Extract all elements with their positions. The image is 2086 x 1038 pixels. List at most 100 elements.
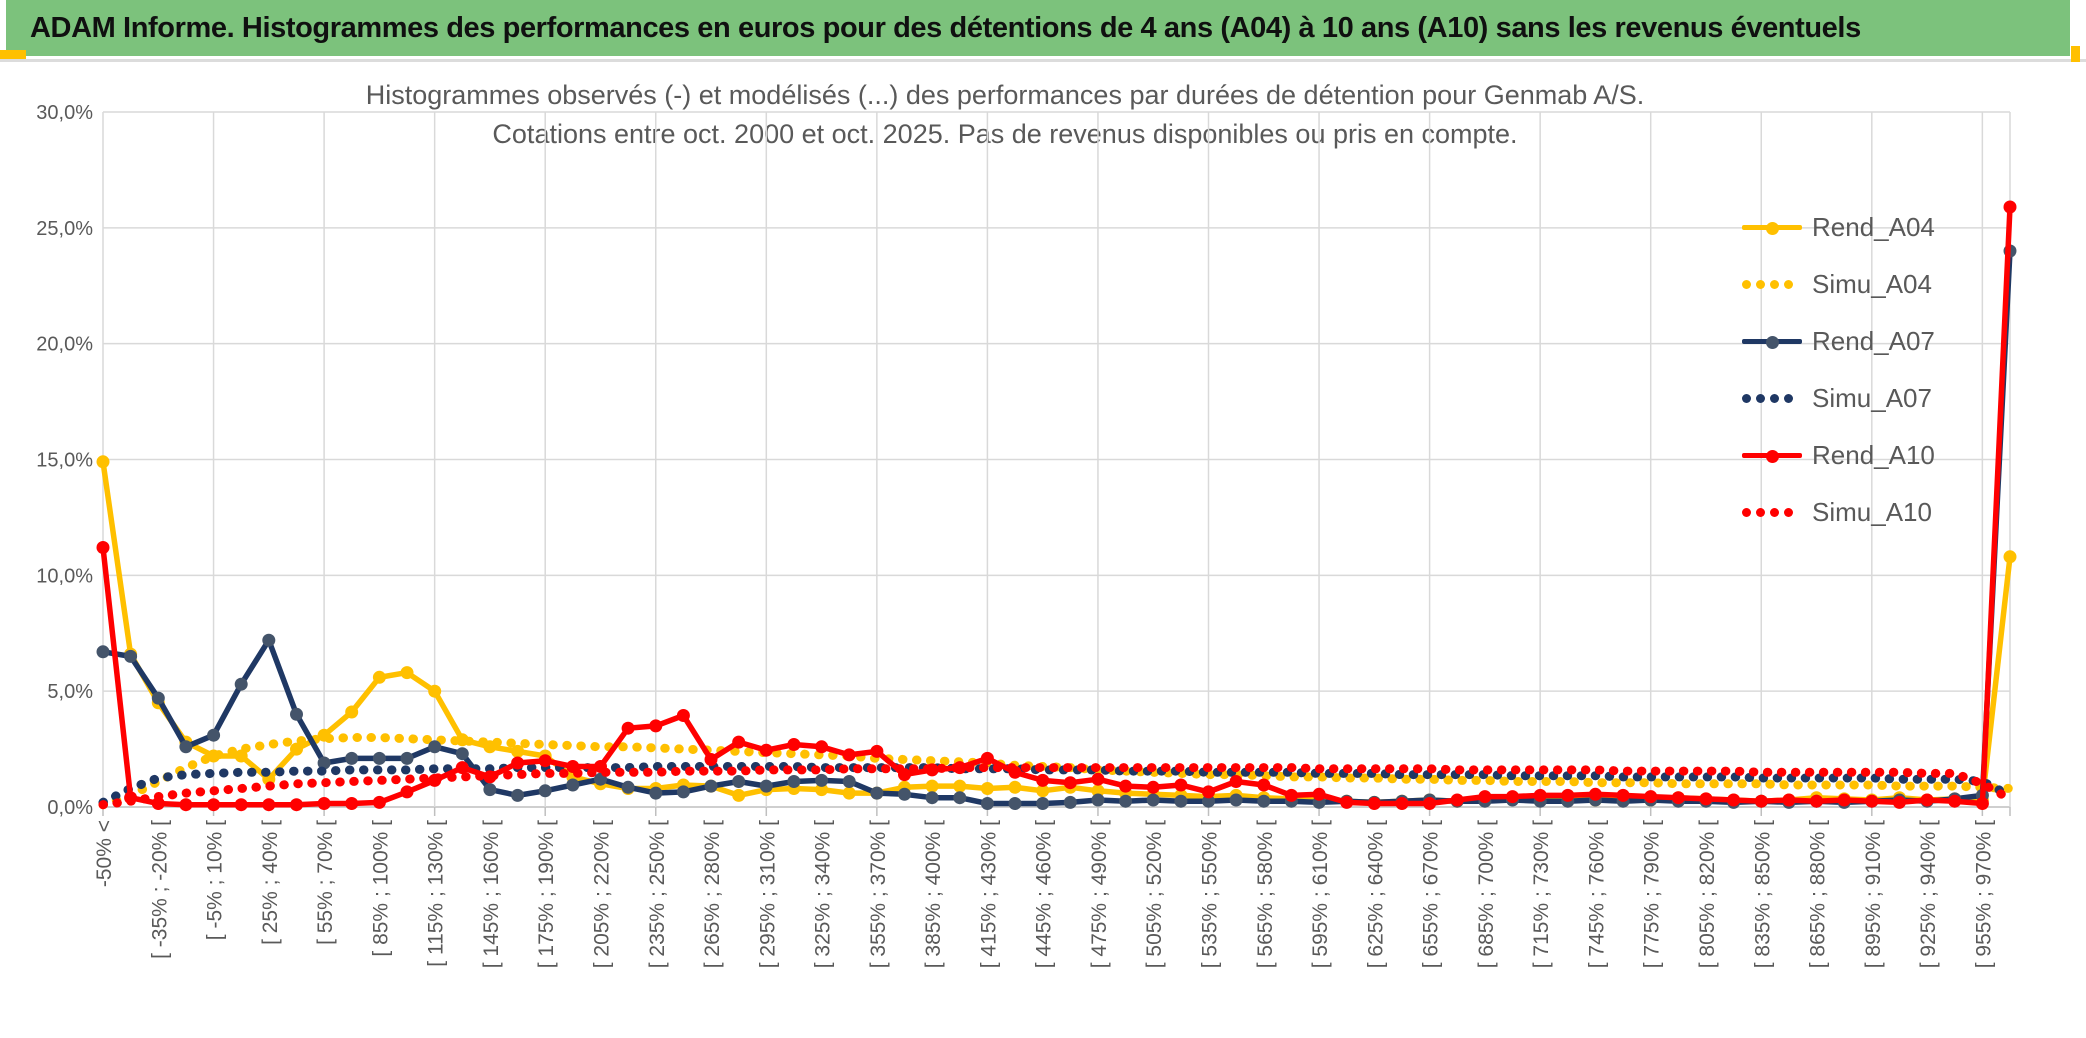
series-marker-Rend_A07[interactable] [676, 785, 690, 799]
series-marker-Rend_A07[interactable] [1008, 797, 1022, 810]
series-marker-Rend_A04[interactable] [953, 779, 967, 793]
series-marker-Rend_A10[interactable] [980, 751, 994, 765]
series-marker-Rend_A07[interactable] [732, 775, 746, 788]
series-marker-Rend_A10[interactable] [1174, 778, 1188, 792]
series-marker-Rend_A04[interactable] [234, 749, 248, 763]
series-marker-Rend_A10[interactable] [1340, 795, 1354, 809]
series-marker-Rend_A04[interactable] [1091, 784, 1105, 798]
series-marker-Rend_A10[interactable] [538, 754, 552, 768]
series-marker-Rend_A10[interactable] [1478, 790, 1492, 804]
series-marker-Rend_A10[interactable] [317, 797, 331, 810]
series-marker-Rend_A07[interactable] [1091, 793, 1105, 807]
series-marker-Rend_A10[interactable] [1450, 793, 1464, 807]
series-marker-Rend_A10[interactable] [621, 721, 635, 735]
series-marker-Rend_A07[interactable] [1036, 797, 1050, 810]
series-marker-Rend_A10[interactable] [1810, 794, 1823, 808]
series-line-Simu_A07[interactable] [98, 762, 2015, 807]
series-marker-Rend_A07[interactable] [1063, 795, 1077, 809]
series-marker-Rend_A04[interactable] [1036, 784, 1050, 798]
series-line-Rend_A04[interactable] [100, 459, 2013, 806]
series-Rend_A10[interactable] [96, 200, 2017, 812]
series-marker-Rend_A10[interactable] [1119, 779, 1133, 793]
series-marker-Rend_A10[interactable] [787, 738, 801, 751]
series-marker-Rend_A07[interactable] [345, 751, 359, 765]
series-marker-Rend_A10[interactable] [179, 798, 193, 812]
series-marker-Rend_A10[interactable] [870, 744, 884, 758]
series-marker-Rend_A07[interactable] [179, 740, 193, 754]
series-marker-Rend_A10[interactable] [1423, 797, 1437, 810]
series-marker-Rend_A07[interactable] [124, 649, 138, 663]
series-marker-Rend_A07[interactable] [787, 775, 801, 788]
legend-item-Simu_A07[interactable]: Simu_A07 [1742, 381, 1935, 416]
series-marker-Rend_A04[interactable] [842, 786, 856, 800]
series-marker-Rend_A04[interactable] [925, 779, 939, 793]
series-marker-Rend_A07[interactable] [234, 677, 248, 691]
legend-item-Simu_A04[interactable]: Simu_A04 [1742, 267, 1935, 302]
series-line-Rend_A07[interactable] [100, 248, 2013, 807]
series-marker-Rend_A07[interactable] [483, 783, 497, 797]
series-marker-Rend_A07[interactable] [538, 784, 552, 798]
series-marker-Rend_A10[interactable] [1257, 778, 1271, 792]
series-marker-Rend_A07[interactable] [1146, 793, 1160, 807]
series-marker-Rend_A07[interactable] [290, 707, 303, 721]
series-marker-Rend_A07[interactable] [317, 756, 331, 770]
series-marker-Rend_A10[interactable] [400, 785, 414, 799]
series-marker-Rend_A07[interactable] [372, 751, 386, 765]
series-marker-Rend_A07[interactable] [649, 786, 663, 800]
series-marker-Rend_A10[interactable] [1146, 780, 1160, 794]
series-marker-Rend_A10[interactable] [290, 798, 303, 812]
series-marker-Rend_A07[interactable] [511, 788, 525, 802]
series-marker-Rend_A10[interactable] [1506, 790, 1519, 804]
series-marker-Rend_A07[interactable] [870, 786, 884, 800]
series-marker-Rend_A07[interactable] [96, 645, 110, 659]
series-marker-Rend_A10[interactable] [151, 797, 165, 810]
series-marker-Rend_A04[interactable] [96, 455, 110, 469]
series-marker-Rend_A10[interactable] [455, 761, 469, 775]
series-marker-Rend_A10[interactable] [732, 735, 746, 749]
series-marker-Rend_A10[interactable] [1782, 793, 1796, 807]
series-marker-Rend_A04[interactable] [732, 788, 746, 802]
series-marker-Rend_A07[interactable] [1202, 794, 1215, 808]
series-marker-Rend_A10[interactable] [1091, 772, 1105, 786]
series-marker-Rend_A04[interactable] [372, 670, 386, 684]
series-marker-Rend_A10[interactable] [1754, 794, 1768, 808]
series-marker-Rend_A10[interactable] [1063, 776, 1077, 790]
legend-item-Simu_A10[interactable]: Simu_A10 [1742, 495, 1935, 530]
series-marker-Rend_A04[interactable] [2003, 550, 2017, 564]
series-marker-Rend_A07[interactable] [953, 791, 967, 805]
series-Simu_A10[interactable] [98, 763, 2015, 810]
series-marker-Rend_A10[interactable] [1727, 793, 1741, 807]
series-marker-Rend_A07[interactable] [815, 773, 829, 787]
chart-area[interactable]: Histogrammes observés (-) et modélisés (… [0, 62, 2086, 1033]
series-marker-Rend_A07[interactable] [1229, 793, 1243, 807]
series-marker-Rend_A07[interactable] [151, 691, 165, 705]
series-marker-Rend_A10[interactable] [1229, 775, 1243, 788]
series-marker-Rend_A07[interactable] [925, 791, 939, 805]
series-marker-Rend_A07[interactable] [980, 797, 994, 810]
series-marker-Rend_A10[interactable] [1975, 797, 1989, 810]
series-marker-Rend_A10[interactable] [1367, 797, 1381, 810]
series-marker-Rend_A10[interactable] [1312, 787, 1326, 801]
series-marker-Rend_A07[interactable] [759, 779, 773, 793]
series-marker-Rend_A10[interactable] [649, 719, 663, 733]
series-marker-Rend_A10[interactable] [1561, 788, 1575, 802]
chart-legend[interactable]: Rend_A04 Simu_A04 Rend_A07 Simu_A07 Rend_A10… [1742, 210, 1935, 530]
series-Rend_A07[interactable] [96, 244, 2017, 811]
series-marker-Rend_A07[interactable] [207, 728, 221, 742]
series-marker-Rend_A10[interactable] [1202, 785, 1215, 799]
series-marker-Rend_A10[interactable] [234, 798, 248, 812]
series-marker-Rend_A07[interactable] [455, 747, 469, 761]
series-marker-Rend_A04[interactable] [345, 705, 359, 719]
series-marker-Rend_A07[interactable] [428, 740, 442, 754]
series-line-Simu_A10[interactable] [98, 763, 2015, 810]
series-marker-Rend_A10[interactable] [842, 748, 856, 762]
series-marker-Rend_A10[interactable] [1920, 793, 1934, 807]
series-marker-Rend_A07[interactable] [566, 778, 580, 792]
series-marker-Rend_A10[interactable] [815, 740, 829, 754]
series-marker-Rend_A10[interactable] [1533, 788, 1547, 802]
series-marker-Rend_A10[interactable] [1395, 797, 1409, 810]
series-marker-Rend_A10[interactable] [1699, 792, 1713, 806]
plot-area[interactable]: 0,0% 5,0% 10,0% 15,0% 20,0% 25,0% 30,0% -50% < [… [0, 62, 2086, 1038]
series-marker-Rend_A07[interactable] [621, 780, 635, 794]
series-line-Rend_A10[interactable] [100, 204, 2013, 808]
